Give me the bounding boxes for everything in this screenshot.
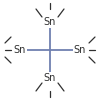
- Text: Sn: Sn: [14, 45, 26, 55]
- Text: Sn: Sn: [74, 45, 86, 55]
- Text: Sn: Sn: [44, 17, 56, 27]
- Text: Sn: Sn: [44, 73, 56, 83]
